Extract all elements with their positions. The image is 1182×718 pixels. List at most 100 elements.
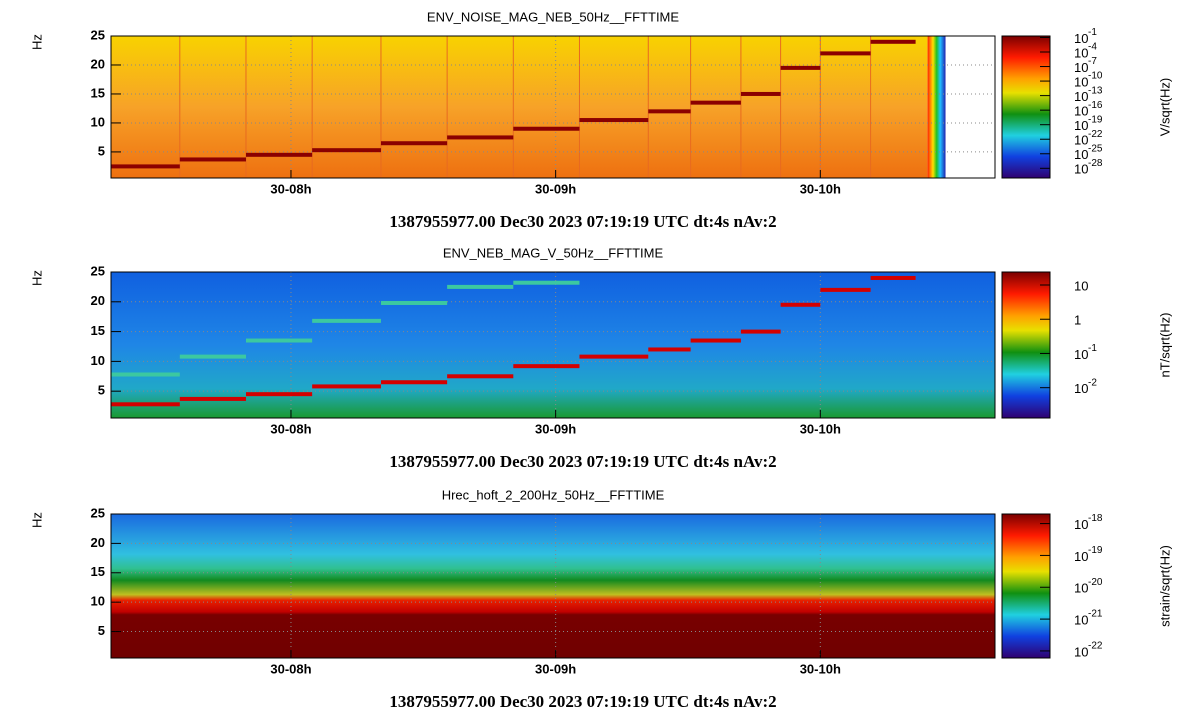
line-step bbox=[447, 284, 514, 289]
colorbar-tick-label: 10 bbox=[1074, 104, 1088, 119]
colorbar-tick-label: 10 bbox=[1074, 75, 1088, 90]
x-tick-label: 30-08h bbox=[270, 181, 311, 196]
x-tick-label: 30-09h bbox=[535, 181, 576, 196]
colorbar bbox=[1001, 35, 1051, 179]
line-step bbox=[820, 287, 871, 292]
colorbar-tick-exponent: -22 bbox=[1088, 641, 1103, 652]
y-tick-label: 5 bbox=[98, 623, 105, 638]
chart-title: Hrec_hoft_2_200Hz_50Hz__FFTTIME bbox=[442, 487, 665, 502]
colorbar-tick-exponent: -19 bbox=[1088, 545, 1103, 556]
line-step bbox=[179, 396, 246, 401]
colorbar-tick-label: 10 bbox=[1074, 581, 1088, 596]
line-step bbox=[513, 126, 580, 131]
line-step bbox=[111, 372, 180, 377]
footer: 1387955977.00 Dec30 2023 07:19:19 UTC dt… bbox=[389, 212, 776, 231]
line-step bbox=[380, 141, 448, 146]
line-step bbox=[870, 39, 916, 44]
edge bbox=[927, 36, 946, 178]
colorbar-tick-label: 10 bbox=[1074, 31, 1088, 46]
y-tick-label: 15 bbox=[91, 85, 105, 100]
line-step bbox=[245, 392, 313, 397]
y-tick-label: 25 bbox=[91, 263, 105, 278]
colorbar-label: nT/sqrt(Hz) bbox=[1157, 313, 1172, 378]
line-step bbox=[447, 374, 514, 379]
colorbar-tick-exponent: -20 bbox=[1088, 577, 1103, 588]
line-step bbox=[780, 65, 821, 70]
line-step bbox=[740, 329, 781, 334]
colorbar-tick-label: 10 bbox=[1074, 381, 1088, 396]
frame bbox=[110, 513, 996, 659]
y-tick-label: 5 bbox=[98, 143, 105, 158]
line-step bbox=[111, 164, 180, 169]
frame bbox=[110, 271, 996, 419]
y-tick-label: 5 bbox=[98, 383, 105, 398]
line-step bbox=[380, 300, 448, 305]
line-step bbox=[870, 275, 916, 280]
line-step bbox=[690, 338, 741, 343]
colorbar-tick-exponent: -4 bbox=[1088, 42, 1097, 53]
y-tick-label: 20 bbox=[91, 535, 105, 550]
x-tick-label: 30-08h bbox=[270, 661, 311, 676]
line-step bbox=[513, 280, 580, 285]
colorbar-tick-exponent: -13 bbox=[1088, 85, 1103, 96]
line-step bbox=[312, 318, 381, 323]
colorbar-tick-exponent: -10 bbox=[1088, 71, 1103, 82]
background bbox=[111, 514, 995, 658]
colorbar-tick-exponent: -16 bbox=[1088, 100, 1103, 111]
colorbar-tick-label: 10 bbox=[1074, 60, 1088, 75]
line-step bbox=[380, 380, 448, 385]
y-tick-label: 25 bbox=[91, 27, 105, 42]
colorbar-label: V/sqrt(Hz) bbox=[1157, 78, 1172, 137]
colorbar-tick-label: 10 bbox=[1074, 517, 1088, 532]
x-tick-label: 30-10h bbox=[800, 181, 841, 196]
colorbar-tick-label: 10 bbox=[1074, 613, 1088, 628]
y-tick-label: 10 bbox=[91, 114, 105, 129]
colorbar-tick-label: 10 bbox=[1074, 549, 1088, 564]
line-step bbox=[579, 118, 649, 123]
y-tick-label: 15 bbox=[91, 564, 105, 579]
colorbar-tick-label: 10 bbox=[1074, 644, 1088, 659]
line-step bbox=[513, 364, 580, 369]
colorbar-tick-label: 10 bbox=[1074, 133, 1088, 148]
colorbar-tick-exponent: -7 bbox=[1088, 56, 1097, 67]
x-tick-label: 30-10h bbox=[800, 421, 841, 436]
colorbar-tick-label: 10 bbox=[1074, 89, 1088, 104]
background bbox=[111, 36, 928, 178]
y-tick-label: 15 bbox=[91, 323, 105, 338]
y-axis-label: Hz bbox=[29, 270, 44, 286]
footer: 1387955977.00 Dec30 2023 07:19:19 UTC dt… bbox=[389, 452, 776, 471]
y-tick-label: 20 bbox=[91, 56, 105, 71]
colorbar-tick-exponent: -1 bbox=[1088, 27, 1097, 38]
colorbar-tick-label: 10 bbox=[1074, 147, 1088, 162]
frame bbox=[110, 35, 996, 179]
colorbar-tick-label: 10 bbox=[1074, 347, 1088, 362]
x-tick-label: 30-10h bbox=[800, 661, 841, 676]
chart-title: ENV_NOISE_MAG_NEB_50Hz__FFTTIME bbox=[427, 9, 679, 24]
x-tick-label: 30-09h bbox=[535, 421, 576, 436]
x-tick-label: 30-09h bbox=[535, 661, 576, 676]
line-step bbox=[312, 148, 381, 153]
colorbar-tick-label: 10 bbox=[1074, 118, 1088, 133]
colorbar-tick-label: 1 bbox=[1074, 313, 1081, 328]
footer: 1387955977.00 Dec30 2023 07:19:19 UTC dt… bbox=[389, 692, 776, 711]
y-tick-label: 10 bbox=[91, 594, 105, 609]
chart-title: ENV_NEB_MAG_V_50Hz__FFTTIME bbox=[443, 245, 664, 260]
line-step bbox=[780, 302, 821, 307]
line-step bbox=[111, 402, 180, 407]
line-step bbox=[447, 135, 514, 140]
line-step bbox=[648, 347, 691, 352]
y-tick-label: 25 bbox=[91, 505, 105, 520]
line-step bbox=[820, 51, 871, 56]
colorbar-tick-exponent: -19 bbox=[1088, 114, 1103, 125]
line-step bbox=[245, 338, 313, 343]
colorbar-tick-exponent: -22 bbox=[1088, 129, 1103, 140]
colorbar-tick-exponent: -1 bbox=[1088, 343, 1097, 354]
line-step bbox=[579, 354, 649, 359]
line-step bbox=[648, 109, 691, 114]
line-step bbox=[312, 384, 381, 389]
colorbar-tick-label: 10 bbox=[1074, 45, 1088, 60]
colorbar-tick-label: 10 bbox=[1074, 162, 1088, 177]
y-axis-label: Hz bbox=[29, 512, 44, 528]
colorbar-tick-label: 10 bbox=[1074, 278, 1088, 293]
